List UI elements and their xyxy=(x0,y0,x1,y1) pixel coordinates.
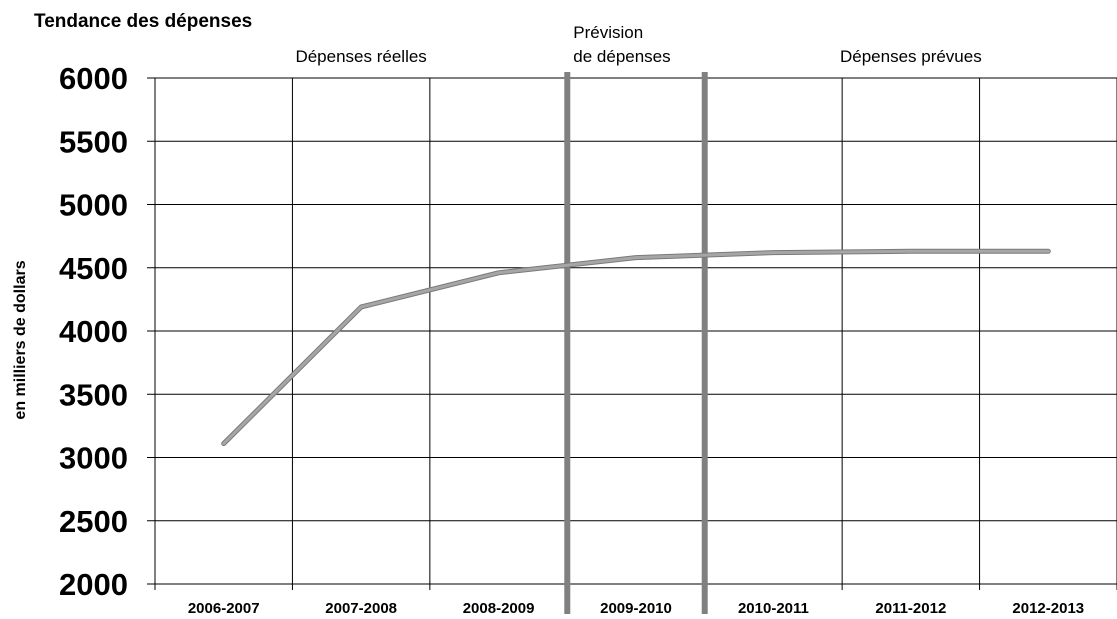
data-point xyxy=(497,271,501,275)
series xyxy=(221,248,1051,447)
data-point xyxy=(359,305,363,309)
series-line xyxy=(222,249,1050,446)
series-line-outline xyxy=(221,248,1051,447)
period-label: Dépenses prévues xyxy=(840,47,982,66)
x-tick-label: 2008-2009 xyxy=(463,600,535,617)
period-label: de dépenses xyxy=(573,47,670,66)
y-tick-label: 4500 xyxy=(59,251,128,286)
data-point xyxy=(1046,249,1050,253)
x-tick-label: 2009-2010 xyxy=(600,600,672,617)
grid-lines xyxy=(154,72,1117,614)
period-labels: Dépenses réelles Prévision de dépenses Dépe… xyxy=(295,23,981,66)
y-tick-label: 2500 xyxy=(59,504,128,539)
axis-ticks: 2000 2500 3000 3500 4000 4500 5000 5500 6000 2006… xyxy=(59,61,1084,617)
y-tick-label: 5000 xyxy=(59,188,128,223)
x-tick-label: 2010-2011 xyxy=(738,600,809,617)
data-point xyxy=(634,256,638,260)
y-tick-label: 2000 xyxy=(59,567,128,602)
y-tick-label: 3000 xyxy=(59,441,128,476)
x-tick-label: 2012-2013 xyxy=(1012,600,1084,617)
y-tick-label: 4000 xyxy=(59,314,128,349)
y-tick-label: 3500 xyxy=(59,377,128,412)
x-tick-label: 2006-2007 xyxy=(188,600,260,617)
period-label: Dépenses réelles xyxy=(295,47,426,66)
data-point xyxy=(909,249,913,253)
y-tick-label: 5500 xyxy=(59,124,128,159)
data-point xyxy=(222,442,226,446)
period-label: Prévision xyxy=(573,23,643,42)
x-tick-label: 2011-2012 xyxy=(875,600,946,617)
x-tick-label: 2007-2008 xyxy=(325,600,397,617)
data-point xyxy=(771,251,775,255)
chart-title: Tendance des dépenses xyxy=(34,11,252,32)
y-axis-label: en milliers de dollars xyxy=(12,260,29,419)
y-tick-label: 6000 xyxy=(59,61,128,96)
